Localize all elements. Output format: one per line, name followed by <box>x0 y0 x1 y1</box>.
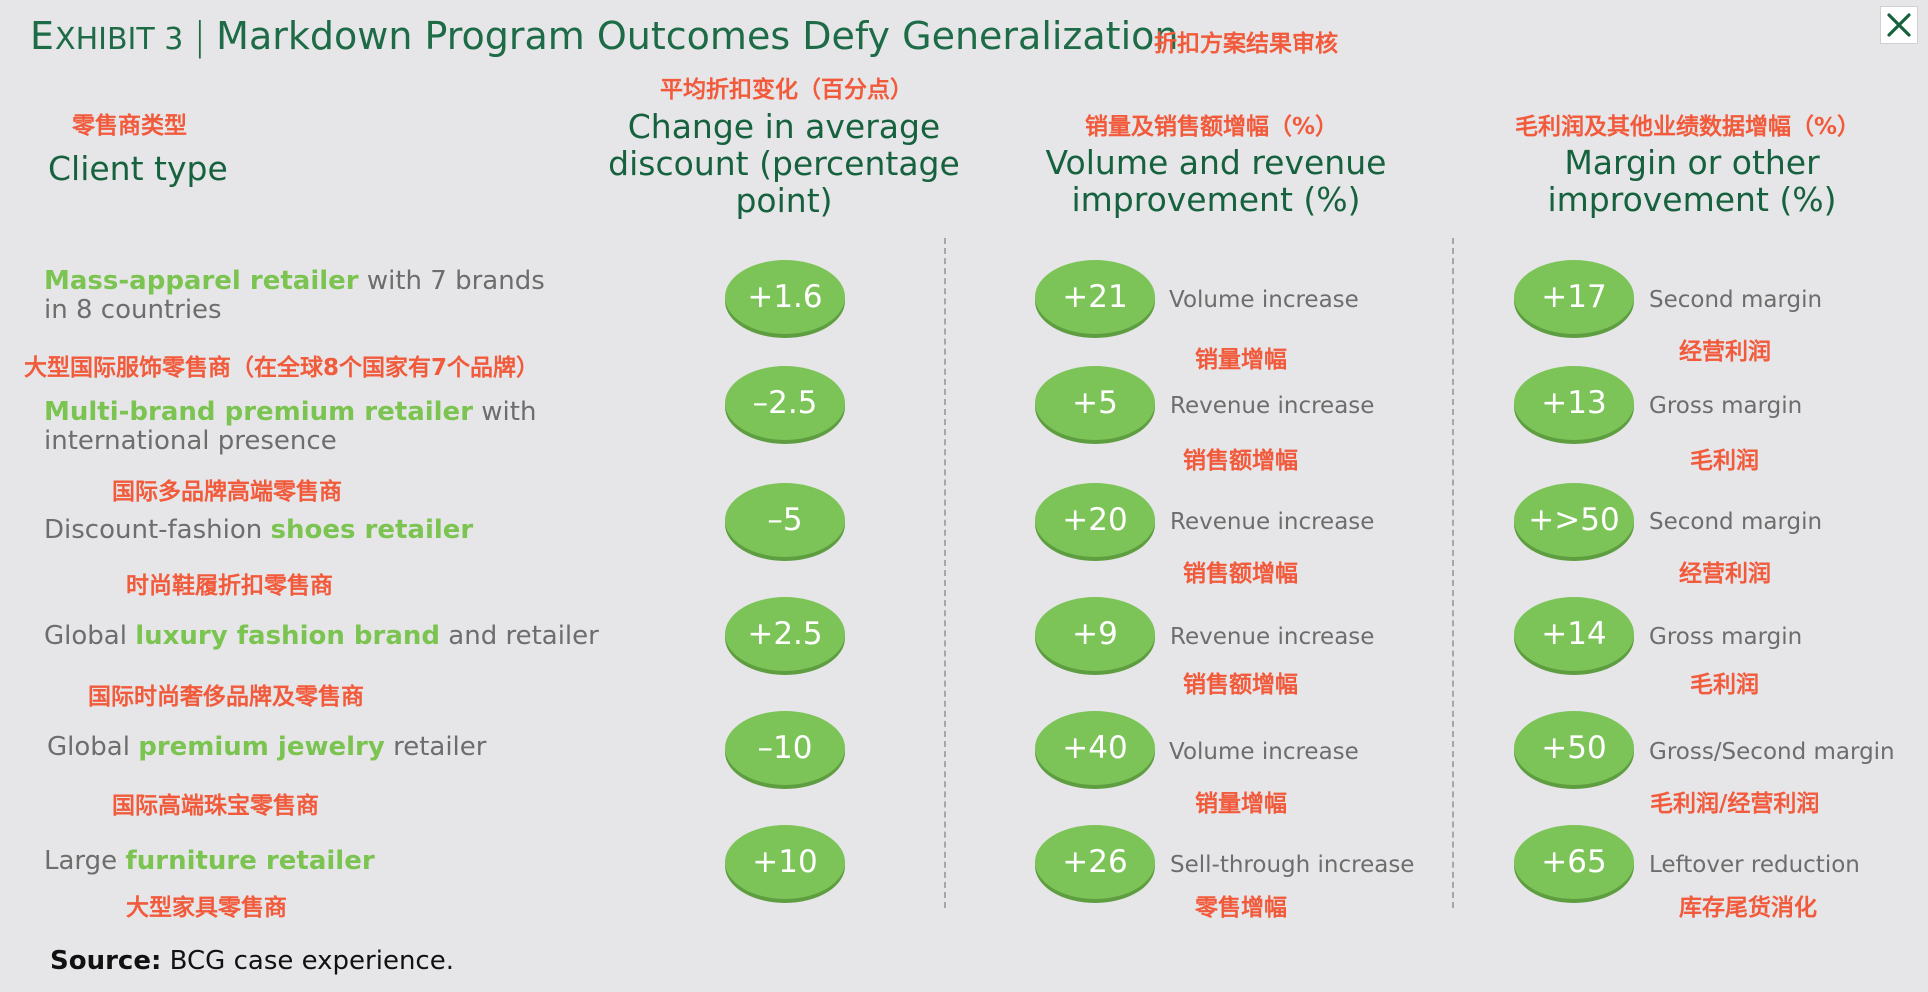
client-highlight: shoes retailer <box>270 515 474 545</box>
client-cn: 国际高端珠宝零售商 <box>112 793 319 819</box>
margin-pill: +65 <box>1514 825 1634 899</box>
discount-pill: –5 <box>725 483 845 557</box>
volume-cn: 零售增幅 <box>1195 895 1287 921</box>
discount-pill: –10 <box>725 711 845 785</box>
volume-desc: Sell-through increase <box>1170 852 1415 878</box>
margin-cn: 毛利润/经营利润 <box>1650 791 1820 817</box>
margin-cn: 库存尾货消化 <box>1679 895 1817 921</box>
client-text: with 7 brands in 8 countries <box>44 266 545 325</box>
margin-header-line1: Margin or other <box>1564 143 1820 182</box>
exhibit-label: XHIBIT 3 <box>55 22 184 57</box>
discount-header-line1: Change in average <box>627 107 941 146</box>
volume-cn: 销售额增幅 <box>1183 672 1298 698</box>
discount-pill: +10 <box>725 825 845 899</box>
client-highlight: Mass-apparel retailer <box>44 266 359 296</box>
client-cn: 国际时尚奢侈品牌及零售商 <box>88 684 364 710</box>
client-cn: 大型家具零售商 <box>126 895 287 921</box>
source-label: Source: <box>50 946 162 976</box>
volume-pill: +26 <box>1035 825 1155 899</box>
client-discount-fashion: Discount-fashion shoes retailer <box>44 516 604 545</box>
margin-cn: 经营利润 <box>1679 561 1771 587</box>
client-highlight: furniture retailer <box>125 846 375 876</box>
close-icon <box>1887 13 1911 37</box>
client-highlight: Multi-brand premium retailer <box>44 397 474 427</box>
margin-cn: 经营利润 <box>1679 339 1771 365</box>
volume-desc: Volume increase <box>1169 287 1359 313</box>
volume-cn: 销售额增幅 <box>1183 561 1298 587</box>
volume-header-line1: Volume and revenue <box>1045 143 1387 182</box>
volume-cn: 销量增幅 <box>1195 791 1287 817</box>
volume-pill: +21 <box>1035 260 1155 334</box>
client-text: Global <box>44 621 136 651</box>
volume-desc: Revenue increase <box>1170 624 1375 650</box>
client-cn: 大型国际服饰零售商（在全球8个国家有7个品牌） <box>24 355 540 381</box>
volume-desc: Revenue increase <box>1170 393 1375 419</box>
divider-1 <box>944 238 946 908</box>
discount-header-line3: point) <box>735 181 833 220</box>
client-cn: 时尚鞋履折扣零售商 <box>126 573 333 599</box>
client-mass-apparel: Mass-apparel retailer with 7 brands in 8… <box>44 267 564 325</box>
margin-pill: +17 <box>1514 260 1634 334</box>
volume-pill: +40 <box>1035 711 1155 785</box>
source-text: BCG case experience. <box>161 946 454 976</box>
client-highlight: premium jewelry <box>138 732 385 762</box>
margin-header-line2: improvement (%) <box>1547 180 1837 219</box>
margin-desc: Gross margin <box>1649 393 1803 419</box>
discount-header-cn: 平均折扣变化（百分点） <box>660 77 913 103</box>
margin-pill: +13 <box>1514 366 1634 440</box>
margin-cn: 毛利润 <box>1690 448 1759 474</box>
client-header: Client type <box>48 149 228 188</box>
discount-pill: +2.5 <box>725 597 845 671</box>
divider-2 <box>1452 238 1454 908</box>
client-premium-jewelry: Global premium jewelry retailer <box>47 733 607 762</box>
margin-desc: Gross margin <box>1649 624 1803 650</box>
volume-cn: 销量增幅 <box>1195 347 1287 373</box>
client-luxury-fashion: Global luxury fashion brand and retailer <box>44 622 644 651</box>
volume-cn: 销售额增幅 <box>1183 448 1298 474</box>
volume-desc: Revenue increase <box>1170 509 1375 535</box>
client-multi-brand: Multi-brand premium retailer with intern… <box>44 398 564 456</box>
margin-header-cn: 毛利润及其他业绩数据增幅（%） <box>1515 114 1861 140</box>
margin-desc: Second margin <box>1649 287 1823 313</box>
client-text: retailer <box>384 732 487 762</box>
volume-header: Volume and revenue improvement (%) <box>1016 144 1416 218</box>
client-highlight: luxury fashion brand <box>135 621 441 651</box>
discount-pill: –2.5 <box>725 366 845 440</box>
volume-pill: +20 <box>1035 483 1155 557</box>
client-text: Global <box>47 732 139 762</box>
client-furniture: Large furniture retailer <box>44 847 604 876</box>
margin-pill: +>50 <box>1514 483 1634 557</box>
margin-cn: 毛利润 <box>1690 672 1759 698</box>
volume-pill: +9 <box>1035 597 1155 671</box>
volume-header-line2: improvement (%) <box>1071 180 1361 219</box>
client-header-cn: 零售商类型 <box>72 113 187 139</box>
margin-pill: +50 <box>1514 711 1634 785</box>
title-main: Markdown Program Outcomes Defy Generaliz… <box>216 14 1179 58</box>
discount-header-line2: discount (percentage <box>608 144 960 183</box>
client-text: and retailer <box>440 621 599 651</box>
title-separator: | <box>193 14 207 58</box>
source-note: Source: BCG case experience. <box>50 946 454 976</box>
margin-desc: Leftover reduction <box>1649 852 1860 878</box>
title-cn: 折扣方案结果审核 <box>1154 31 1338 57</box>
discount-pill: +1.6 <box>725 260 845 334</box>
client-cn: 国际多品牌高端零售商 <box>112 479 342 505</box>
margin-desc: Gross/Second margin <box>1649 739 1895 765</box>
margin-pill: +14 <box>1514 597 1634 671</box>
exhibit-label-initial: E <box>30 14 56 58</box>
client-text: Discount-fashion <box>44 515 271 545</box>
volume-pill: +5 <box>1035 366 1155 440</box>
discount-header: Change in average discount (percentage p… <box>584 108 984 219</box>
margin-desc: Second margin <box>1649 509 1823 535</box>
exhibit-title: EXHIBIT 3 | Markdown Program Outcomes Defy… <box>30 14 1178 58</box>
client-text: with international presence <box>44 397 537 456</box>
client-text: Large <box>44 846 126 876</box>
volume-desc: Volume increase <box>1169 739 1359 765</box>
close-button[interactable] <box>1880 6 1918 44</box>
volume-header-cn: 销量及销售额增幅（%） <box>1085 114 1339 140</box>
margin-header: Margin or other improvement (%) <box>1492 144 1892 218</box>
